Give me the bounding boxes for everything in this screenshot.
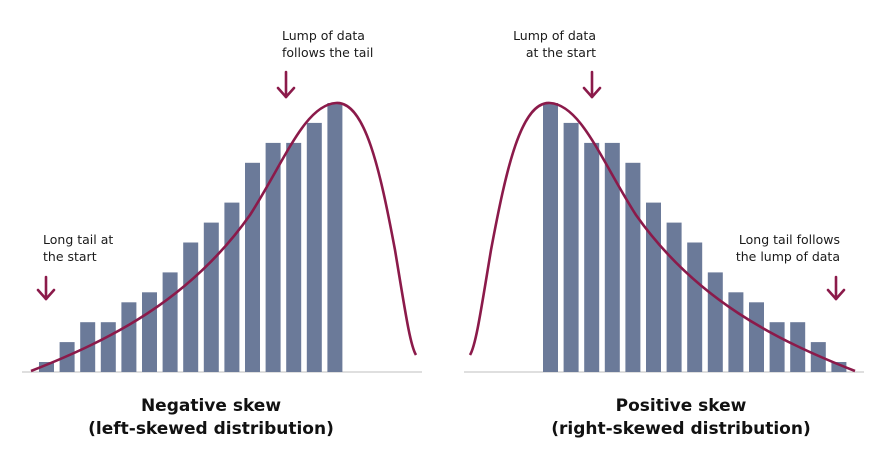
histogram-bar bbox=[728, 292, 744, 372]
histogram-bar bbox=[625, 162, 641, 372]
annotation-line: at the start bbox=[525, 45, 596, 60]
negative-skew-chart bbox=[22, 101, 422, 373]
down-arrow-icon bbox=[36, 275, 56, 301]
histogram-bar bbox=[286, 142, 302, 372]
histogram-bar bbox=[707, 272, 723, 372]
annotation-line: Lump of data bbox=[282, 28, 365, 43]
title-line: Negative skew bbox=[140, 396, 282, 416]
histogram-bar bbox=[203, 222, 219, 372]
annotation-line: the start bbox=[43, 249, 97, 264]
histogram-bar bbox=[749, 302, 764, 372]
annotation-line: Lump of data bbox=[513, 28, 596, 43]
histogram-bar bbox=[306, 122, 322, 373]
histogram-bar bbox=[769, 322, 785, 372]
title-line: Positive skew bbox=[615, 396, 747, 416]
right-density-curve bbox=[468, 101, 856, 373]
histogram-bar bbox=[245, 162, 260, 372]
annotation-line: follows the tail bbox=[282, 45, 374, 60]
positive-skew-chart bbox=[464, 101, 864, 373]
histogram-bar bbox=[666, 222, 682, 372]
histogram-bar bbox=[831, 362, 847, 372]
histogram-bar bbox=[224, 202, 240, 372]
histogram-bar bbox=[100, 322, 116, 372]
annotation-right-tail: Long tail follows the lump of data bbox=[712, 231, 840, 265]
chart-title-left: Negative skew (left-skewed distribution) bbox=[41, 395, 381, 441]
histogram-bar bbox=[584, 142, 600, 372]
left-density-curve bbox=[30, 101, 418, 373]
left-bars bbox=[39, 103, 343, 373]
down-arrow-icon bbox=[826, 275, 846, 301]
histogram-bar bbox=[563, 122, 579, 373]
histogram-bar bbox=[604, 142, 620, 372]
histogram-bar bbox=[265, 142, 281, 372]
histogram-bar bbox=[142, 292, 157, 372]
histogram-bar bbox=[327, 103, 343, 372]
histogram-bar bbox=[687, 242, 703, 372]
title-subtitle: (right-skewed distribution) bbox=[551, 419, 811, 439]
title-subtitle: (left-skewed distribution) bbox=[88, 419, 334, 439]
down-arrow-icon bbox=[582, 70, 602, 99]
annotation-right-lump: Lump of data at the start bbox=[494, 27, 596, 61]
annotation-line: the lump of data bbox=[735, 249, 840, 264]
annotation-left-lump: Lump of data follows the tail bbox=[282, 27, 373, 61]
annotation-left-tail: Long tail at the start bbox=[43, 231, 113, 265]
histogram-bar bbox=[39, 362, 54, 372]
histogram-bar bbox=[121, 302, 137, 372]
chart-title-right: Positive skew (right-skewed distribution… bbox=[511, 395, 851, 441]
histogram-bar bbox=[646, 202, 661, 372]
histogram-bar bbox=[183, 242, 199, 372]
annotation-line: Long tail at bbox=[43, 232, 114, 247]
histogram-bar bbox=[543, 103, 558, 372]
annotation-line: Long tail follows bbox=[738, 232, 840, 247]
down-arrow-icon bbox=[276, 70, 296, 99]
histogram-bar bbox=[162, 272, 178, 372]
